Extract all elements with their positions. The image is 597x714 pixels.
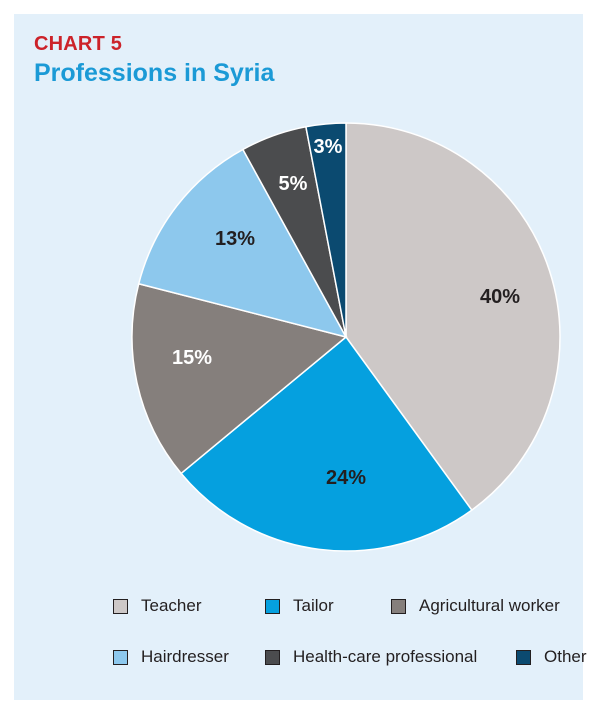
legend-item-other: Other: [516, 647, 587, 667]
chart-number: CHART 5: [34, 33, 123, 55]
legend-swatch: [113, 649, 128, 665]
slice-label-other: 3%: [314, 136, 343, 158]
legend-swatch: [391, 598, 406, 614]
slice-label-teacher: 40%: [480, 286, 520, 308]
legend-label: Hairdresser: [141, 647, 229, 666]
legend-swatch: [265, 598, 280, 614]
slice-label-health-care-professional: 5%: [279, 173, 308, 195]
legend-label: Health-care professional: [293, 647, 478, 666]
legend-item-tailor: Tailor: [265, 596, 334, 616]
pie-slice-other: [305, 122, 347, 338]
legend-label: Other: [544, 647, 587, 666]
legend-item-hairdresser: Hairdresser: [113, 647, 229, 667]
slice-label-tailor: 24%: [326, 467, 366, 489]
pie-slice-hairdresser: [137, 148, 348, 339]
legend-label: Agricultural worker: [419, 596, 560, 615]
legend-item-teacher: Teacher: [113, 596, 201, 616]
chart-title: Professions in Syria: [34, 59, 275, 87]
legend-swatch: [516, 649, 531, 665]
legend-item-health-care-professional: Health-care professional: [265, 647, 477, 667]
pie-slice-tailor: [180, 335, 473, 552]
legend-label: Teacher: [141, 596, 202, 615]
legend-swatch: [265, 649, 280, 665]
legend-label: Tailor: [293, 596, 334, 615]
slice-label-hairdresser: 13%: [215, 228, 255, 250]
legend-swatch: [113, 598, 128, 614]
pie-slice-teacher: [345, 122, 561, 512]
slice-label-agricultural-worker: 15%: [172, 347, 212, 369]
legend-item-agricultural-worker: Agricultural worker: [391, 596, 560, 616]
pie-slice-agricultural-worker: [131, 282, 348, 475]
